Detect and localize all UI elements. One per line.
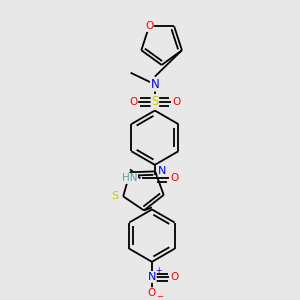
Text: −: − [156,292,163,300]
Text: N: N [158,167,166,176]
Text: O: O [145,21,153,32]
Text: O: O [170,173,178,183]
Text: O: O [148,288,156,298]
Text: S: S [151,95,158,108]
Text: N: N [151,78,159,91]
Text: O: O [172,97,180,107]
Text: HN: HN [122,173,137,183]
Text: +: + [155,266,162,275]
Text: O: O [170,272,178,282]
Text: S: S [111,191,118,201]
Text: N: N [148,272,156,282]
Text: O: O [129,97,138,107]
